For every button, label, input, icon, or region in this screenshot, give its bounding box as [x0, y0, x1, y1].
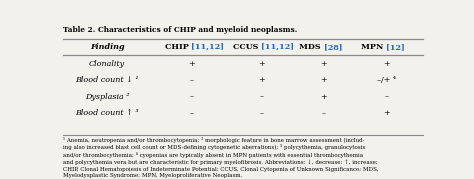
Text: Blood count ↑ ³: Blood count ↑ ³ [75, 109, 139, 117]
Text: ¹ Anemia, neutropenia and/or thrombocytopenia; ² morphologic feature in bone mar: ¹ Anemia, neutropenia and/or thrombocyto… [63, 137, 378, 178]
Text: –: – [190, 93, 193, 101]
Text: –/+ ⁴: –/+ ⁴ [377, 76, 396, 84]
Text: –: – [384, 93, 388, 101]
Text: +: + [258, 76, 264, 84]
Text: [12]: [12] [386, 43, 405, 51]
Text: +: + [383, 109, 390, 117]
Text: –: – [259, 109, 263, 117]
Text: –: – [190, 109, 193, 117]
Text: [11,12]: [11,12] [261, 43, 294, 51]
Text: +: + [188, 60, 195, 67]
Text: [28]: [28] [324, 43, 342, 51]
Text: Table 2. Characteristics of CHIP and myeloid neoplasms.: Table 2. Characteristics of CHIP and mye… [63, 26, 297, 34]
Text: CHIP: CHIP [165, 43, 191, 51]
Text: +: + [258, 60, 264, 67]
Text: +: + [383, 60, 390, 67]
Text: –: – [190, 76, 193, 84]
Text: +: + [320, 76, 327, 84]
Text: –: – [259, 93, 263, 101]
Text: MPN: MPN [361, 43, 386, 51]
Text: Finding: Finding [90, 43, 124, 51]
Text: –: – [322, 109, 326, 117]
Text: Clonality: Clonality [89, 60, 125, 67]
Text: MDS: MDS [300, 43, 324, 51]
Text: Dysplasia ²: Dysplasia ² [85, 93, 129, 101]
Text: +: + [320, 93, 327, 101]
Text: Blood count ↓ ¹: Blood count ↓ ¹ [75, 76, 139, 84]
Text: CCUS: CCUS [233, 43, 261, 51]
Text: [11,12]: [11,12] [191, 43, 225, 51]
Text: +: + [320, 60, 327, 67]
